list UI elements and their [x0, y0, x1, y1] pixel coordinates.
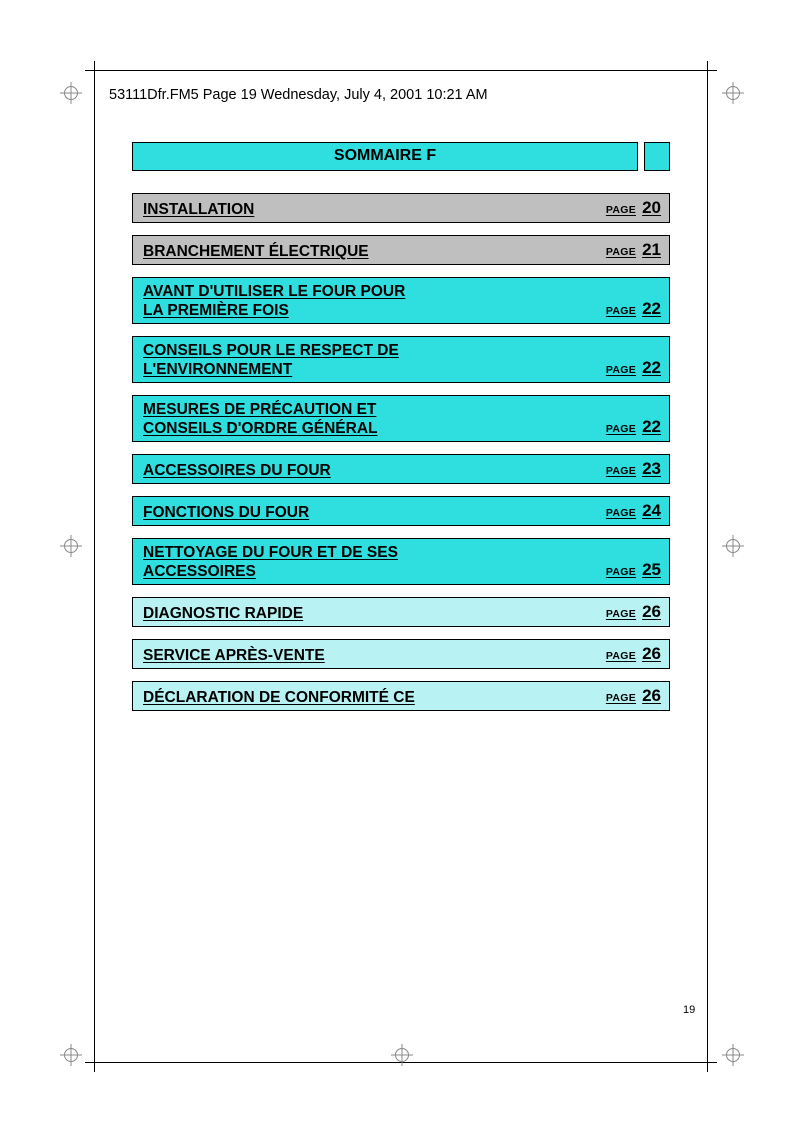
- toc-page-number: 22: [642, 299, 661, 319]
- toc-page-block: PAGE 24: [606, 501, 661, 522]
- toc-page-number: 20: [642, 198, 661, 218]
- registration-mark-icon: [722, 82, 744, 104]
- tick: [94, 1063, 95, 1072]
- title-tab: [644, 142, 670, 171]
- toc-page-number: 23: [642, 459, 661, 479]
- toc-label: MESURES DE PRÉCAUTION ETCONSEILS D'ORDRE…: [143, 400, 377, 438]
- tick: [708, 1062, 717, 1063]
- toc-page-number: 25: [642, 560, 661, 580]
- toc-row[interactable]: CONSEILS POUR LE RESPECT DEL'ENVIRONNEME…: [132, 336, 670, 383]
- toc-page-number: 24: [642, 501, 661, 521]
- toc-page-number: 26: [642, 644, 661, 664]
- toc-page-word: PAGE: [606, 204, 636, 216]
- toc-label: DÉCLARATION DE CONFORMITÉ CE: [143, 688, 415, 707]
- registration-mark-icon: [722, 535, 744, 557]
- registration-mark-icon: [391, 1044, 413, 1066]
- toc-page-number: 21: [642, 240, 661, 260]
- content-area: SOMMAIRE F INSTALLATION PAGE 20 BRANCHEMENT…: [132, 142, 670, 723]
- toc-page-word: PAGE: [606, 465, 636, 477]
- page-number: 19: [683, 1004, 695, 1016]
- toc-label: BRANCHEMENT ÉLECTRIQUE: [143, 242, 369, 261]
- toc-label: SERVICE APRÈS-VENTE: [143, 646, 325, 665]
- toc-page-word: PAGE: [606, 566, 636, 578]
- toc-label: AVANT D'UTILISER LE FOUR POURLA PREMIÈRE…: [143, 282, 405, 320]
- toc-page-word: PAGE: [606, 692, 636, 704]
- registration-mark-icon: [722, 1044, 744, 1066]
- summary-title: SOMMAIRE F: [132, 142, 638, 171]
- toc-page-number: 26: [642, 602, 661, 622]
- toc-row[interactable]: SERVICE APRÈS-VENTE PAGE 26: [132, 639, 670, 669]
- toc-row[interactable]: MESURES DE PRÉCAUTION ETCONSEILS D'ORDRE…: [132, 395, 670, 442]
- frame-right: [707, 70, 708, 1063]
- tick: [85, 1062, 94, 1063]
- toc-row[interactable]: DÉCLARATION DE CONFORMITÉ CE PAGE 26: [132, 681, 670, 711]
- toc-page-word: PAGE: [606, 423, 636, 435]
- toc-label: DIAGNOSTIC RAPIDE: [143, 604, 303, 623]
- tick: [94, 61, 95, 70]
- toc-label: INSTALLATION: [143, 200, 254, 219]
- toc-page-block: PAGE 20: [606, 198, 661, 219]
- toc-page-word: PAGE: [606, 507, 636, 519]
- toc-page-word: PAGE: [606, 608, 636, 620]
- tick: [85, 70, 94, 71]
- toc-page-number: 22: [642, 358, 661, 378]
- toc-page-block: PAGE 26: [606, 686, 661, 707]
- toc-row[interactable]: NETTOYAGE DU FOUR ET DE SESACCESSOIRES PA…: [132, 538, 670, 585]
- toc-page-word: PAGE: [606, 305, 636, 317]
- registration-mark-icon: [60, 535, 82, 557]
- toc-page-block: PAGE 22: [606, 299, 661, 320]
- toc-page-block: PAGE 23: [606, 459, 661, 480]
- toc-row[interactable]: FONCTIONS DU FOUR PAGE 24: [132, 496, 670, 526]
- toc-label: FONCTIONS DU FOUR: [143, 503, 309, 522]
- toc-page-block: PAGE 25: [606, 560, 661, 581]
- toc-page-block: PAGE 26: [606, 644, 661, 665]
- toc-label: ACCESSOIRES DU FOUR: [143, 461, 331, 480]
- registration-mark-icon: [60, 1044, 82, 1066]
- frame-left: [94, 70, 95, 1063]
- title-row: SOMMAIRE F: [132, 142, 670, 171]
- tick: [707, 1063, 708, 1072]
- toc-row[interactable]: BRANCHEMENT ÉLECTRIQUE PAGE 21: [132, 235, 670, 265]
- toc-page-number: 22: [642, 417, 661, 437]
- toc-list: INSTALLATION PAGE 20 BRANCHEMENT ÉLECTRIQUE…: [132, 193, 670, 711]
- doc-header-info: 53111Dfr.FM5 Page 19 Wednesday, July 4, …: [109, 87, 488, 103]
- toc-row[interactable]: AVANT D'UTILISER LE FOUR POURLA PREMIÈRE…: [132, 277, 670, 324]
- toc-page-block: PAGE 21: [606, 240, 661, 261]
- frame-top: [94, 70, 708, 71]
- toc-row[interactable]: DIAGNOSTIC RAPIDE PAGE 26: [132, 597, 670, 627]
- toc-row[interactable]: INSTALLATION PAGE 20: [132, 193, 670, 223]
- toc-page-word: PAGE: [606, 650, 636, 662]
- toc-page-block: PAGE 26: [606, 602, 661, 623]
- page: 53111Dfr.FM5 Page 19 Wednesday, July 4, …: [0, 0, 802, 1134]
- toc-page-block: PAGE 22: [606, 417, 661, 438]
- toc-page-block: PAGE 22: [606, 358, 661, 379]
- registration-mark-icon: [60, 82, 82, 104]
- tick: [708, 70, 717, 71]
- tick: [707, 61, 708, 70]
- toc-label: NETTOYAGE DU FOUR ET DE SESACCESSOIRES: [143, 543, 398, 581]
- toc-page-word: PAGE: [606, 364, 636, 376]
- toc-label: CONSEILS POUR LE RESPECT DEL'ENVIRONNEME…: [143, 341, 399, 379]
- toc-row[interactable]: ACCESSOIRES DU FOUR PAGE 23: [132, 454, 670, 484]
- toc-page-number: 26: [642, 686, 661, 706]
- toc-page-word: PAGE: [606, 246, 636, 258]
